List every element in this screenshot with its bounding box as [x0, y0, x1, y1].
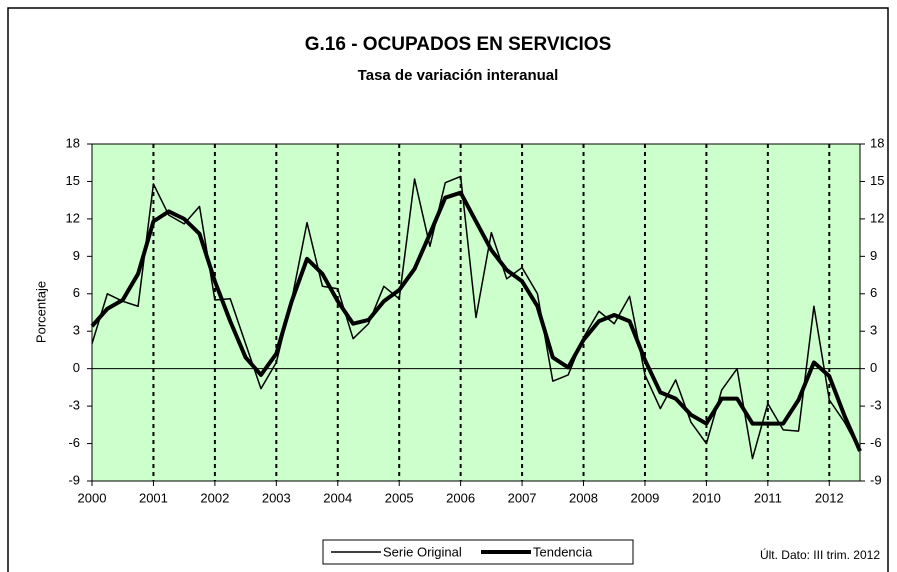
- note: Últ. Dato: III trim. 2012: [760, 547, 880, 562]
- y2-tick-label: 12: [870, 210, 884, 225]
- y-tick-label: 6: [73, 285, 80, 300]
- x-tick-label: 2006: [446, 490, 475, 505]
- x-tick-label: 2010: [692, 490, 721, 505]
- x-tick-label: 2012: [815, 490, 844, 505]
- y-tick-label: 0: [73, 360, 80, 375]
- y-tick-label: -6: [68, 435, 80, 450]
- y2-tick-label: -6: [870, 435, 882, 450]
- y2-tick-label: 15: [870, 173, 884, 188]
- chart-title: G.16 - OCUPADOS EN SERVICIOS: [305, 34, 612, 55]
- y2-tick-label: 9: [870, 248, 877, 263]
- y2-tick-label: 0: [870, 360, 877, 375]
- x-tick-label: 2009: [630, 490, 659, 505]
- y2-tick-label: 18: [870, 135, 884, 150]
- legend-label: Tendencia: [533, 544, 593, 559]
- x-tick-label: 2011: [754, 490, 782, 505]
- x-tick-label: 2003: [262, 490, 291, 505]
- x-tick-label: 2005: [385, 490, 414, 505]
- x-tick-label: 2002: [200, 490, 229, 505]
- chart-subtitle: Tasa de variación interanual: [358, 67, 559, 84]
- x-tick-label: 2004: [323, 490, 352, 505]
- y-tick-label: 3: [73, 323, 80, 338]
- y-tick-label: -9: [68, 472, 80, 487]
- y-tick-label: 18: [66, 135, 80, 150]
- y-tick-label: 9: [73, 248, 80, 263]
- legend-label: Serie Original: [383, 544, 462, 559]
- y2-tick-label: -3: [870, 398, 882, 413]
- y-axis-label: Porcentaje: [33, 281, 48, 343]
- x-tick-label: 2007: [508, 490, 537, 505]
- y2-tick-label: 3: [870, 323, 877, 338]
- y-tick-label: -3: [68, 398, 80, 413]
- y-tick-label: 15: [66, 173, 80, 188]
- y2-tick-label: 6: [870, 285, 877, 300]
- y2-tick-label: -9: [870, 472, 882, 487]
- x-tick-label: 2000: [78, 490, 107, 505]
- x-tick-label: 2001: [139, 490, 168, 505]
- y-tick-label: 12: [66, 210, 80, 225]
- series-line: [90, 190, 862, 452]
- x-tick-label: 2008: [569, 490, 598, 505]
